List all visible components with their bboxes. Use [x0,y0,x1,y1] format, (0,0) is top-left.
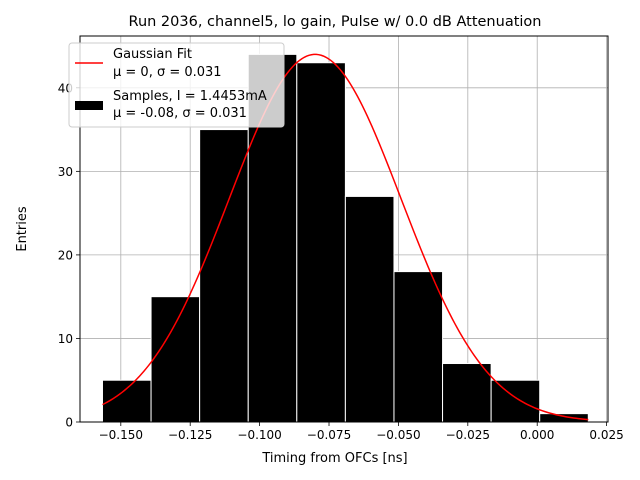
histogram-bar [539,413,589,423]
histogram-bar [344,195,395,423]
histogram-bar [199,129,249,423]
legend-fit-stats: μ = 0, σ = 0.031 [113,65,222,80]
y-tick-label: 10 [58,332,73,346]
legend-samples-swatch [75,101,103,110]
x-tick-label: −0.100 [237,428,281,442]
gaussian-fit-curve [102,53,589,421]
histogram-bar [150,296,201,423]
chart-title: Run 2036, channel5, lo gain, Pulse w/ 0.… [129,14,542,30]
x-tick-label: 0.025 [589,428,623,442]
histogram-bar [393,271,444,423]
y-tick-label: 0 [65,416,73,430]
x-tick-label: −0.025 [446,428,490,442]
plot-frame [79,35,609,423]
legend-samples-label: Samples, I = 1.4453mA [113,89,267,104]
y-axis-label: Entries [15,206,30,252]
x-tick-label: 0.000 [520,428,554,442]
y-tick-label: 20 [58,248,73,262]
legend-samples-stats: μ = -0.08, σ = 0.031 [113,106,247,121]
x-tick-label: −0.075 [307,428,351,442]
x-tick-label: −0.050 [376,428,420,442]
x-tick-label: −0.150 [99,428,143,442]
x-axis-label: Timing from OFCs [ns] [261,451,407,466]
legend: Gaussian Fit μ = 0, σ = 0.031 Samples, I… [68,42,285,128]
legend-box [68,42,285,128]
histogram-bar [490,379,541,423]
legend-fit-label: Gaussian Fit [113,47,192,62]
x-tick-label: −0.125 [168,428,212,442]
y-tick-label: 30 [58,165,73,179]
gaussian-fit [102,53,589,421]
x-axis: −0.150 −0.125 −0.100 −0.075 −0.050 −0.025 0.00… [99,422,624,442]
histogram-bar [296,62,346,423]
histogram-bar [442,363,492,423]
